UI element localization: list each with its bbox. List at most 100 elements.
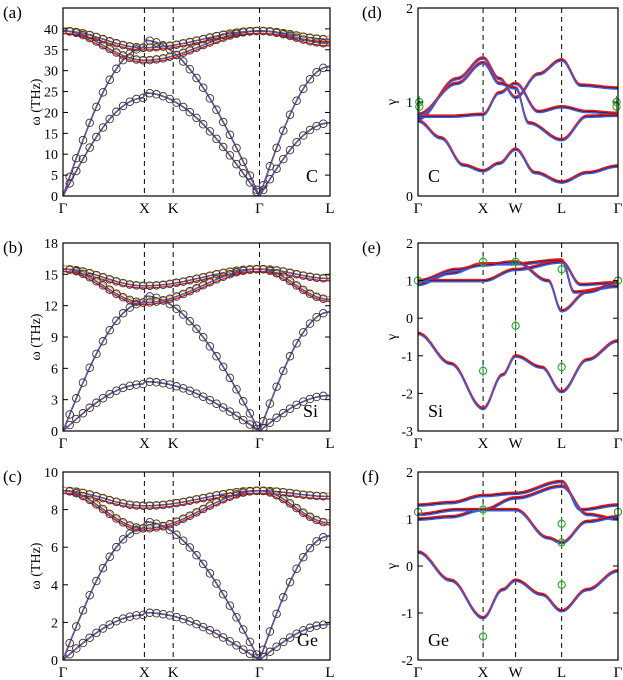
data-point [305,543,315,553]
data-point [65,27,74,36]
data-point [172,40,181,49]
data-point [252,421,261,430]
y-tick-label: 20 [44,106,58,121]
data-point [152,281,161,290]
data-point [225,130,235,139]
data-point [125,295,135,305]
y-tick-label: 12 [44,300,58,315]
gamma-la-2 [418,58,618,121]
data-point [112,64,121,74]
data-point [118,499,128,508]
data-point [245,649,255,659]
data-point [205,33,215,42]
dispersion-ta-1 [63,381,330,431]
x-tick-label: Γ [614,201,623,217]
data-point [125,53,135,63]
data-point [285,352,295,361]
data-point [218,30,228,40]
data-point [158,42,168,51]
data-point [285,268,295,278]
data-point [125,500,135,509]
data-point [292,400,301,410]
data-point [152,378,161,387]
data-point [285,31,295,41]
dispersion-la-0 [63,295,330,431]
data-point [132,281,141,290]
data-point [232,490,241,499]
data-point [232,143,241,153]
y-tick-label: -2 [401,654,413,669]
y-tick-label: 15 [44,127,58,142]
y-tick-label: 10 [44,466,58,481]
panel-label: (c) [3,467,22,486]
data-point [299,508,308,517]
x-tick-label: L [325,665,334,680]
data-point [319,294,328,303]
data-point [98,563,108,573]
data-point [105,37,114,46]
data-point [198,272,208,282]
y-tick-label: 35 [44,44,58,59]
x-tick-label: K [168,436,179,452]
y-tick-label: 9 [51,331,58,346]
x-tick-label: K [168,665,179,680]
y-tick-label: 0 [406,312,413,327]
panel-label: (a) [3,3,22,22]
dispersion-la-3 [63,39,330,196]
x-tick-label: L [557,665,566,680]
data-point [205,342,215,351]
data-point [192,551,201,560]
data-point [85,30,94,40]
x-tick-label: X [139,436,150,452]
data-point [178,102,188,112]
x-tick-label: W [509,665,524,680]
panel-label: (d) [362,3,382,22]
data-point [72,166,81,176]
data-point [212,134,221,144]
dispersion-to-3 [63,268,330,287]
data-point [78,135,88,145]
data-point [265,161,275,171]
data-point [92,349,101,359]
data-point [198,83,208,92]
dispersion-la-1 [63,295,330,431]
data-point [118,101,128,111]
data-point [319,517,328,527]
data-point [132,380,141,389]
data-point [152,42,161,52]
x-tick-label: L [557,436,566,452]
data-point [185,543,195,552]
data-point [238,625,248,634]
data-point [85,272,94,282]
data-point [265,399,275,408]
data-point [152,55,161,64]
data-point [72,414,81,424]
data-point [272,28,281,37]
data-point [218,362,228,372]
gamma-lo-1 [418,260,618,311]
dispersion-lo-0 [63,265,330,301]
data-point [158,296,168,305]
dispersion-ta-1 [63,92,330,196]
gamma-to-1 [418,260,618,285]
data-point [105,509,114,519]
x-tick-label: W [509,436,524,452]
dispersion-to-1 [63,492,330,509]
panel-b: 0 3 6 9 12 15 18 Γ X K Γ Lω (THz) (b) Si [3,237,335,452]
y-tick-label: 40 [44,23,58,38]
data-point [85,363,94,372]
gamma-la-1 [418,56,618,119]
x-tick-label: Γ [59,436,68,452]
y-tick-label: 0 [51,654,58,669]
dispersion-ta-0 [63,381,330,431]
data-point [98,493,108,503]
data-point [158,500,168,510]
gamma-marker [557,580,566,589]
y-tick-label: 6 [51,541,58,556]
x-tick-label: W [509,201,524,217]
y-tick-label: 4 [51,579,58,594]
data-point [225,601,235,610]
x-tick-label: Γ [414,665,423,680]
x-tick-label: L [325,201,334,217]
